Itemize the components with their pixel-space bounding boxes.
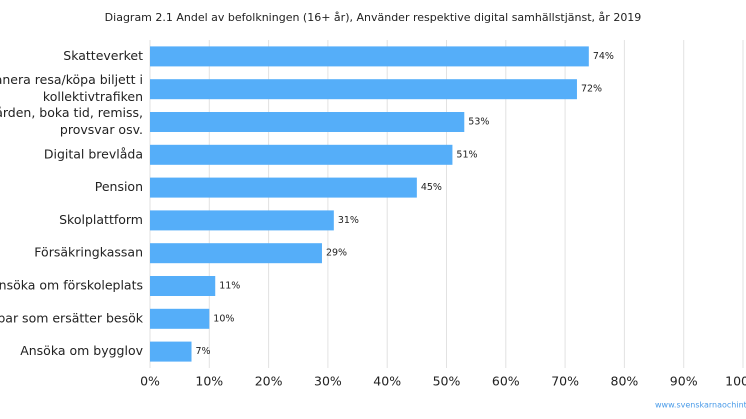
x-tick-label: 20% [255, 374, 283, 389]
category-label: kollektivtrafiken [43, 89, 143, 104]
x-tick-label: 30% [314, 374, 342, 389]
value-label: 31% [338, 215, 359, 226]
value-label: 11% [219, 281, 240, 292]
x-tick-label: 50% [433, 374, 461, 389]
category-label: Skolplattform [59, 212, 143, 227]
bar [150, 308, 210, 329]
x-tick-label: 60% [492, 374, 520, 389]
value-label: 29% [326, 248, 347, 259]
bar [150, 177, 417, 198]
source: www.svenskarnaochinternet.se [655, 401, 746, 410]
x-tick-label: 40% [373, 374, 401, 389]
value-label: 53% [468, 117, 489, 128]
bar [150, 144, 453, 165]
category-label: Skatteverket [63, 48, 143, 63]
bar [150, 79, 577, 100]
x-tick-label: 100% [725, 374, 746, 389]
category-label: Planera resa/köpa biljett i [0, 72, 143, 87]
bar [150, 210, 334, 231]
category-label: kvården, boka tid, remiss, [0, 105, 143, 120]
category-label: Ansöka om bygglov [20, 343, 143, 358]
category-label: Försäkringkassan [34, 245, 143, 260]
bar [150, 112, 465, 132]
value-label: 45% [421, 182, 442, 193]
x-tick-label: 0% [140, 374, 160, 389]
bar [150, 276, 216, 296]
bar [150, 46, 589, 67]
x-tick-label: 70% [551, 374, 579, 389]
category-label: provsvar osv. [60, 122, 143, 137]
category-label: Digital brevlåda [44, 146, 143, 161]
value-label: 10% [213, 313, 234, 324]
value-label: 7% [196, 346, 211, 357]
bar [150, 243, 322, 264]
value-label: 72% [581, 84, 602, 95]
value-label: 74% [593, 51, 614, 62]
x-tick-label: 80% [611, 374, 639, 389]
chart-title: Diagram 2.1 Andel av befolkningen (16+ å… [105, 11, 642, 24]
x-tick-label: 90% [670, 374, 698, 389]
bar [150, 341, 192, 362]
category-label: Ansöka om förskoleplats [0, 278, 143, 293]
category-label: appar som ersätter besök [0, 310, 144, 325]
x-tick-label: 10% [195, 374, 223, 389]
value-label: 51% [456, 149, 477, 160]
category-label: Pension [95, 179, 143, 194]
